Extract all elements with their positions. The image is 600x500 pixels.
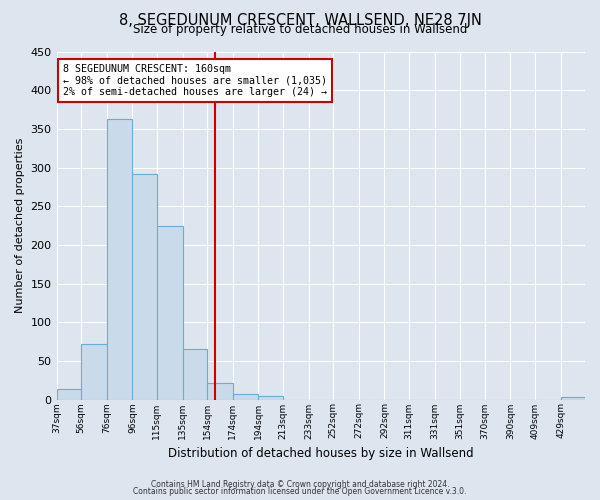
Bar <box>259 396 283 400</box>
Text: 8, SEGEDUNUM CRESCENT, WALLSEND, NE28 7JN: 8, SEGEDUNUM CRESCENT, WALLSEND, NE28 7J… <box>119 12 481 28</box>
Bar <box>133 174 157 400</box>
Bar <box>81 344 107 400</box>
X-axis label: Distribution of detached houses by size in Wallsend: Distribution of detached houses by size … <box>168 447 473 460</box>
Bar <box>157 226 182 400</box>
Text: Size of property relative to detached houses in Wallsend: Size of property relative to detached ho… <box>133 22 467 36</box>
Bar <box>207 384 233 400</box>
Bar <box>560 397 585 400</box>
Y-axis label: Number of detached properties: Number of detached properties <box>15 138 25 313</box>
Bar <box>182 349 207 400</box>
Bar <box>56 390 81 400</box>
Text: Contains HM Land Registry data © Crown copyright and database right 2024.: Contains HM Land Registry data © Crown c… <box>151 480 449 489</box>
Bar <box>107 119 133 400</box>
Text: Contains public sector information licensed under the Open Government Licence v.: Contains public sector information licen… <box>133 488 467 496</box>
Text: 8 SEGEDUNUM CRESCENT: 160sqm
← 98% of detached houses are smaller (1,035)
2% of : 8 SEGEDUNUM CRESCENT: 160sqm ← 98% of de… <box>63 64 327 97</box>
Bar <box>233 394 259 400</box>
